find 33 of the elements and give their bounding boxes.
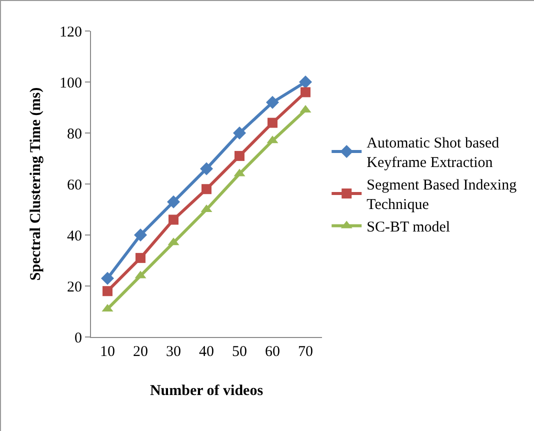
point — [101, 272, 114, 285]
y-tick-label: 60 — [67, 177, 82, 194]
legend-label: Segment Based Indexing Technique — [366, 178, 518, 214]
legend-label: Automatic Shot based Keyframe Extraction — [366, 136, 500, 172]
x-tick-label: 40 — [199, 344, 214, 360]
x-axis-title: Number of videos — [150, 383, 264, 399]
y-tick-label: 20 — [67, 279, 82, 296]
x-tick-label: 60 — [265, 344, 280, 360]
point — [299, 76, 312, 88]
point — [134, 228, 147, 242]
x-tick-label: 10 — [100, 344, 115, 360]
y-tick-label: 40 — [67, 228, 82, 244]
y-tick-label: 0 — [74, 330, 82, 346]
y-tick-label: 100 — [60, 75, 82, 92]
legend-label: SC-BT model — [366, 220, 450, 236]
point — [234, 150, 244, 161]
point — [300, 87, 310, 98]
point — [233, 126, 246, 140]
y-axis-title: Spectral Clustering Time (ms) — [28, 87, 44, 281]
x-tick-label: 70 — [298, 344, 313, 360]
point — [268, 118, 278, 128]
x-tick-label: 20 — [133, 344, 148, 360]
point — [168, 214, 178, 225]
point — [200, 162, 213, 176]
point — [167, 195, 180, 208]
point — [266, 96, 279, 109]
y-tick-label: 80 — [67, 126, 82, 142]
point — [102, 286, 112, 296]
point — [202, 184, 212, 194]
x-tick-label: 30 — [166, 344, 181, 360]
x-tick-label: 50 — [232, 344, 247, 360]
point — [136, 252, 146, 263]
y-tick-label: 120 — [60, 24, 82, 40]
